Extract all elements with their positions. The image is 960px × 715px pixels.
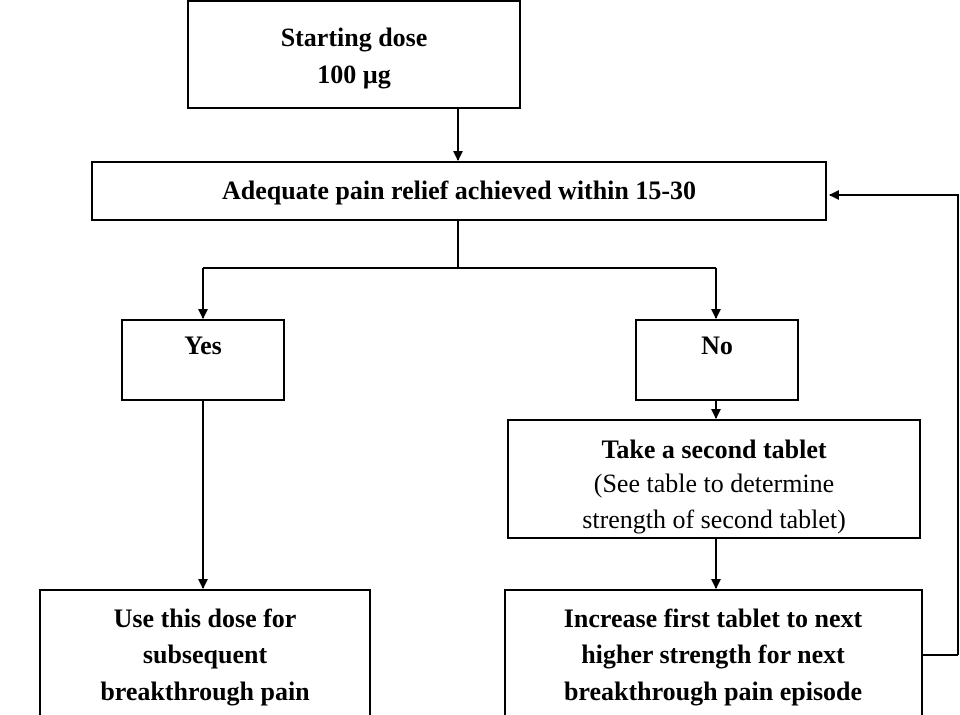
decision-box (91, 161, 827, 221)
node-text: strength of second tablet) (582, 505, 846, 534)
connectors (198, 108, 959, 656)
node-text: higher strength for next (581, 640, 845, 669)
no-box (635, 319, 799, 401)
node-text: Adequate pain relief achieved within 15-… (222, 176, 696, 205)
node-text: Starting dose (281, 23, 428, 52)
node-text: 100 µg (317, 60, 390, 89)
increase-box (504, 589, 923, 715)
node-text: (See table to determine (594, 469, 834, 498)
node-text: No (701, 331, 733, 360)
node-text: breakthrough pain (100, 677, 310, 706)
node-text: Increase first tablet to next (564, 604, 863, 633)
node-text: subsequent (143, 640, 268, 669)
node-text: breakthrough pain episode (564, 677, 862, 706)
yes-box (121, 319, 285, 401)
node-text: Take a second tablet (601, 435, 826, 464)
start-box (187, 0, 521, 109)
use-dose-box (39, 589, 371, 715)
node-text: Yes (184, 331, 222, 360)
node-text: Use this dose for (114, 604, 297, 633)
second-tablet-box (507, 419, 921, 539)
